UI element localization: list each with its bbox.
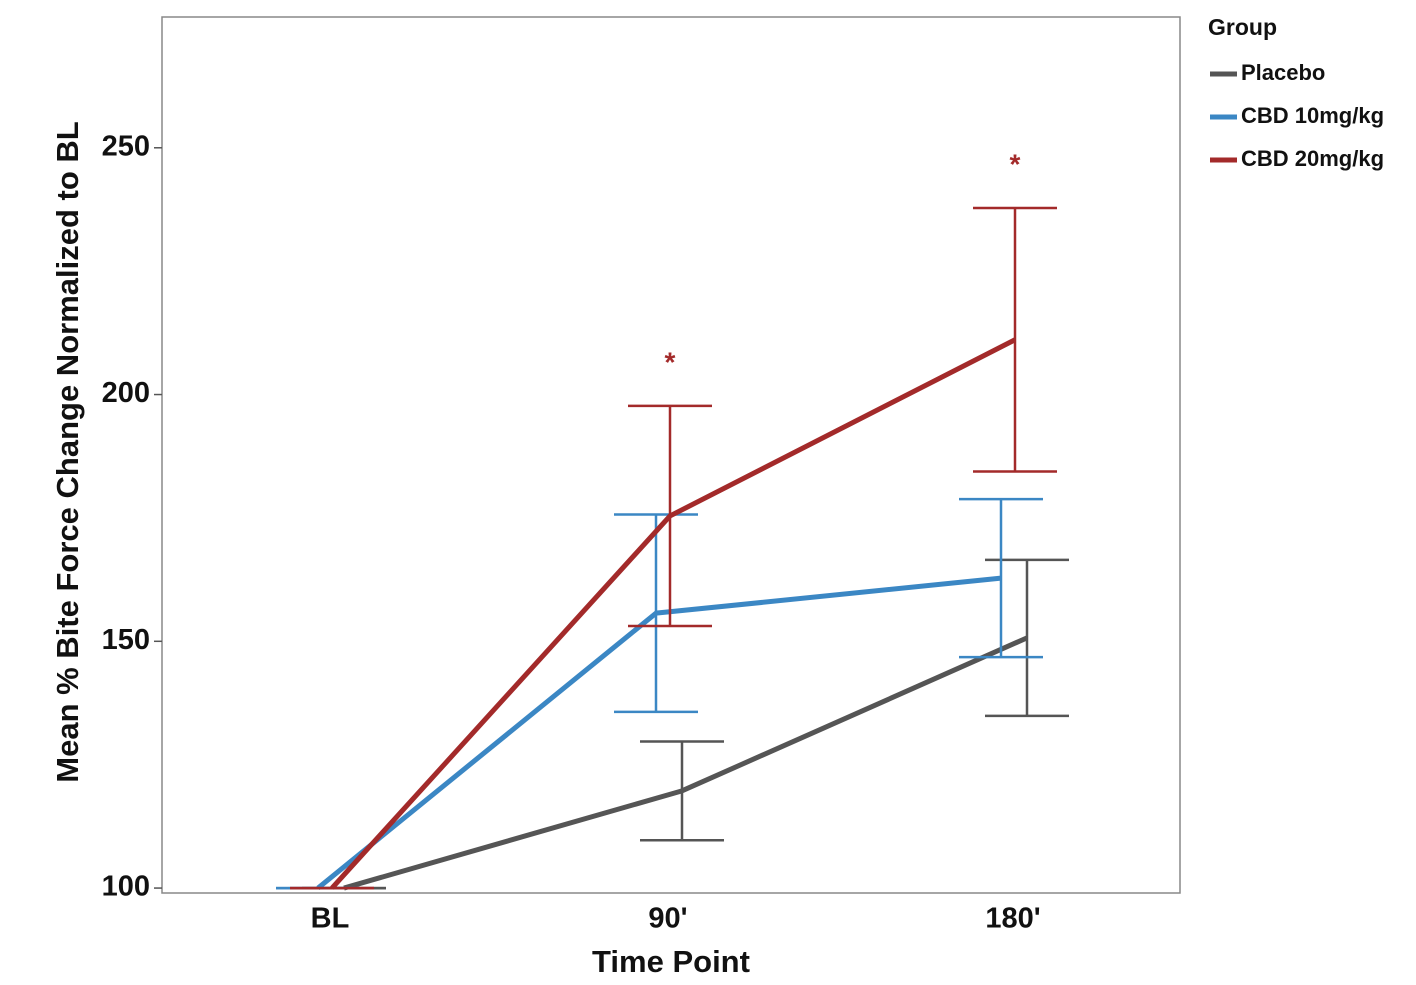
y-tick-label: 200 — [102, 377, 150, 409]
x-axis-title: Time Point — [592, 944, 750, 979]
series-line — [330, 337, 1017, 890]
annotation: * — [665, 346, 676, 377]
series-line — [343, 635, 1029, 891]
annotation: * — [1010, 148, 1021, 179]
y-tick-label: 100 — [102, 871, 150, 903]
y-tick-label: 150 — [102, 624, 150, 656]
plot-frame — [161, 16, 1181, 894]
x-tick-label: BL — [311, 903, 350, 935]
legend-title: Group — [1208, 14, 1277, 40]
legend-label: Placebo — [1241, 60, 1325, 85]
x-tick-label: 90' — [648, 903, 687, 935]
legend-label: CBD 20mg/kg — [1241, 146, 1384, 171]
y-tick-label: 250 — [102, 130, 150, 162]
series-line — [316, 575, 1002, 891]
x-tick-label: 180' — [985, 903, 1040, 935]
legend-label: CBD 10mg/kg — [1241, 103, 1384, 128]
y-axis-title: Mean % Bite Force Change Normalized to B… — [50, 121, 85, 782]
